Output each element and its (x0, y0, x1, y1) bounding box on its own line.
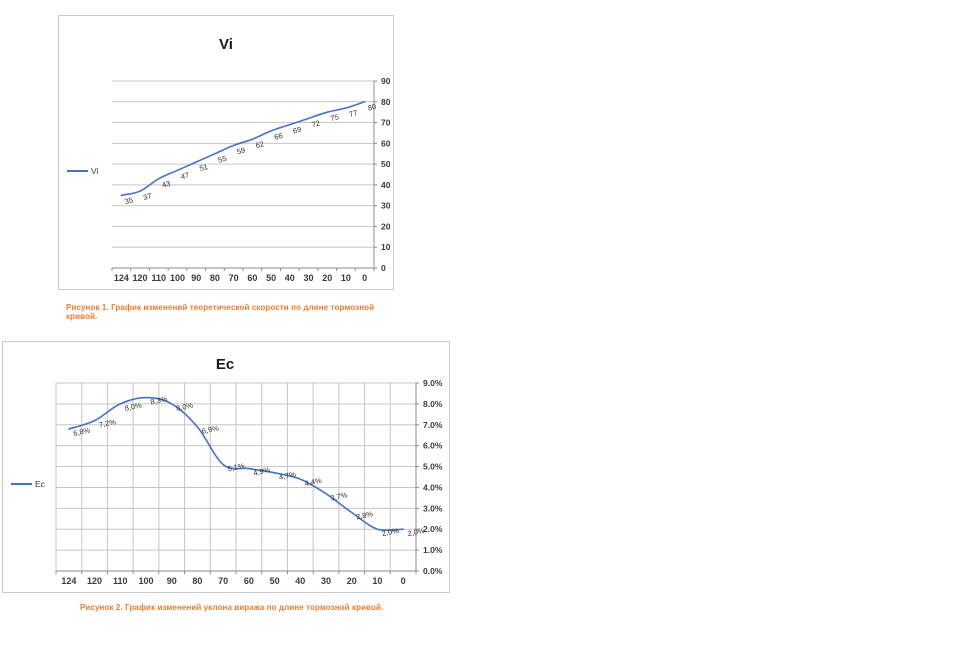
x-tick-label: 20 (347, 576, 357, 586)
data-label: 8,0% (124, 400, 143, 412)
data-label: 43 (161, 179, 171, 190)
y-tick-label: 70 (381, 118, 391, 128)
x-tick-label: 124 (61, 576, 76, 586)
y-tick-label: 5.0% (423, 462, 443, 472)
x-tick-label: 110 (113, 576, 128, 586)
x-tick-label: 120 (87, 576, 102, 586)
series-line (120, 101, 366, 197)
data-label: 47 (180, 170, 190, 181)
figure-1-caption: Рисунок 1. График изменений теоретическо… (66, 303, 375, 321)
x-tick-label: 100 (170, 273, 185, 283)
data-label: 51 (198, 162, 208, 173)
x-tick-label: 10 (341, 273, 351, 283)
data-label: 80 (367, 102, 377, 113)
x-tick-label: 50 (270, 576, 280, 586)
y-tick-label: 90 (381, 76, 391, 86)
figure-1-chart-vi: 124 120 110 100 90 80 70 60 50 40 30 20 10 0 0 10 20 30 40… (58, 15, 394, 290)
y-tick-label: 2.0% (423, 524, 443, 534)
data-label: 4,4% (304, 476, 323, 488)
y-tick-label: 20 (381, 221, 391, 231)
y-tick-label: 30 (381, 201, 391, 211)
data-label: 62 (255, 139, 265, 150)
x-tick-label: 120 (133, 273, 148, 283)
y-tick-label: 50 (381, 159, 391, 169)
x-tick-label: 90 (167, 576, 177, 586)
data-label: 75 (329, 112, 339, 123)
y-tick-label: 7.0% (423, 420, 443, 430)
data-label: 3,7% (330, 490, 349, 502)
data-label: 2,0% (381, 526, 400, 538)
y-tick-label: 10 (381, 242, 391, 252)
legend-label: Ec (35, 479, 46, 489)
y-tick-label: 40 (381, 180, 391, 190)
x-tick-label: 30 (321, 576, 331, 586)
x-tick-label: 100 (138, 576, 153, 586)
x-tick-label: 40 (295, 576, 305, 586)
x-tick-label: 80 (192, 576, 202, 586)
data-label: 2,0% (407, 526, 426, 538)
figure-2-caption: Рисунок 2. График изменений уклона вираж… (80, 603, 384, 612)
y-tick-label: 6.0% (423, 441, 443, 451)
x-tick-label: 20 (322, 273, 332, 283)
y-tick-label: 80 (381, 97, 391, 107)
x-tick-label: 90 (191, 273, 201, 283)
y-tick-label: 4.0% (423, 482, 443, 492)
data-label: 72 (311, 118, 321, 129)
x-tick-label: 0 (362, 273, 367, 283)
data-label: 69 (292, 125, 302, 136)
data-label: 77 (348, 108, 358, 119)
data-label: 8,3% (150, 394, 169, 406)
y-tick-label: 9.0% (423, 378, 443, 388)
x-tick-label: 70 (229, 273, 239, 283)
y-tick-label: 0 (381, 263, 386, 273)
x-tick-label: 10 (372, 576, 382, 586)
data-label: 4,9% (252, 465, 271, 477)
x-tick-label: 0 (401, 576, 406, 586)
data-label: 7,2% (98, 417, 117, 429)
series-line (68, 396, 404, 532)
data-label: 5,1% (227, 461, 246, 473)
x-tick-label: 110 (152, 273, 167, 283)
data-label: 37 (142, 191, 152, 202)
data-label: 66 (273, 131, 283, 142)
data-label: 6,9% (201, 423, 220, 435)
data-label: 2,8% (355, 509, 374, 521)
x-tick-label: 80 (210, 273, 220, 283)
y-tick-label: 8.0% (423, 399, 443, 409)
figure-2-chart-ec: 124 120 110 100 90 80 70 60 50 40 30 20 10 0 0.0% 1.0% 2… (2, 341, 450, 593)
x-tick-label: 30 (303, 273, 313, 283)
x-tick-label: 60 (247, 273, 257, 283)
y-tick-label: 1.0% (423, 545, 443, 555)
data-label: 4,7% (278, 469, 297, 481)
vi-line-chart: 124 120 110 100 90 80 70 60 50 40 30 20 10 0010203040… (67, 36, 391, 283)
y-tick-label: 0.0% (423, 566, 443, 576)
x-tick-label: 40 (285, 273, 295, 283)
x-tick-label: 50 (266, 273, 276, 283)
data-label: 35 (124, 195, 134, 206)
data-label: 8,0% (175, 400, 194, 412)
data-label: 6,8% (72, 425, 91, 437)
x-tick-label: 60 (244, 576, 254, 586)
chart-title: Vi (219, 36, 233, 53)
data-label: 59 (236, 145, 246, 156)
x-tick-label: 124 (114, 273, 129, 283)
y-tick-label: 3.0% (423, 503, 443, 513)
ec-line-chart: 124 120 110 100 90 80 70 60 50 40 30 20 10 00.0%1.0%2… (11, 356, 443, 586)
chart-title: Ec (216, 356, 234, 373)
y-tick-label: 60 (381, 138, 391, 148)
data-label: 55 (217, 154, 227, 165)
x-tick-label: 70 (218, 576, 228, 586)
legend-label: Vi (91, 166, 99, 176)
